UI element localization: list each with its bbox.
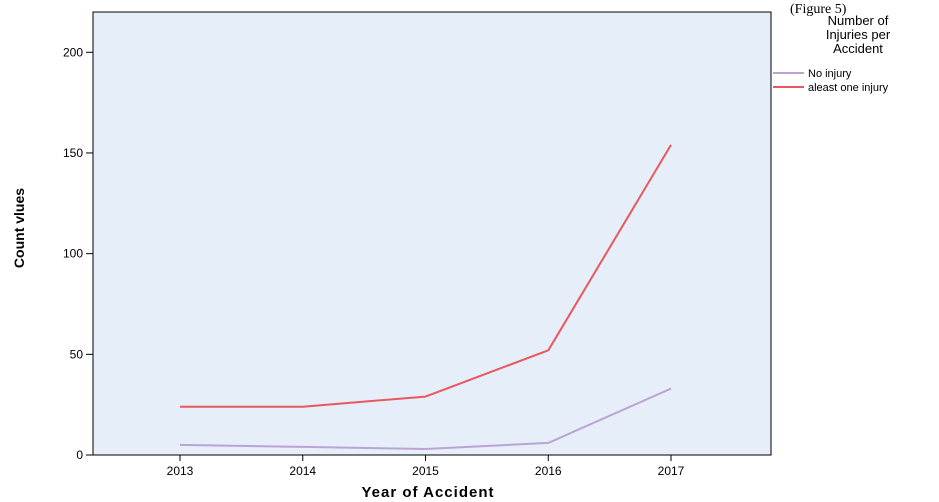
y-axis-title: Count vlues: [11, 188, 27, 268]
y-tick-label: 100: [63, 247, 83, 261]
y-tick-label: 0: [76, 448, 83, 462]
y-axis: 0 50 100 150 200: [63, 45, 93, 462]
y-tick-label: 50: [70, 347, 84, 361]
plot-area: [92, 11, 772, 456]
legend: Number of Injuries per Accident No injur…: [773, 13, 891, 94]
x-axis: 2013 2014 2015 2016 2017: [167, 455, 685, 478]
legend-label: aleast one injury: [808, 82, 889, 94]
x-tick-label: 2016: [535, 464, 562, 478]
y-tick-label: 200: [63, 45, 83, 59]
x-axis-title: Year of Accident: [362, 484, 495, 501]
y-tick-label: 150: [63, 146, 83, 160]
x-tick-label: 2015: [412, 464, 439, 478]
x-tick-label: 2014: [289, 464, 316, 478]
legend-label: No injury: [808, 68, 852, 80]
x-tick-label: 2017: [658, 464, 685, 478]
series-line-2: [180, 144, 672, 408]
legend-title-line-1: Number of: [828, 13, 889, 28]
legend-title-line-3: Accident: [833, 41, 883, 56]
series-line-1: [179, 387, 672, 450]
x-tick-label: 2013: [167, 464, 194, 478]
series-layer: [179, 144, 672, 450]
caption-fragment: (Figure 5): [790, 2, 847, 17]
legend-title-line-2: Injuries per: [826, 27, 891, 42]
